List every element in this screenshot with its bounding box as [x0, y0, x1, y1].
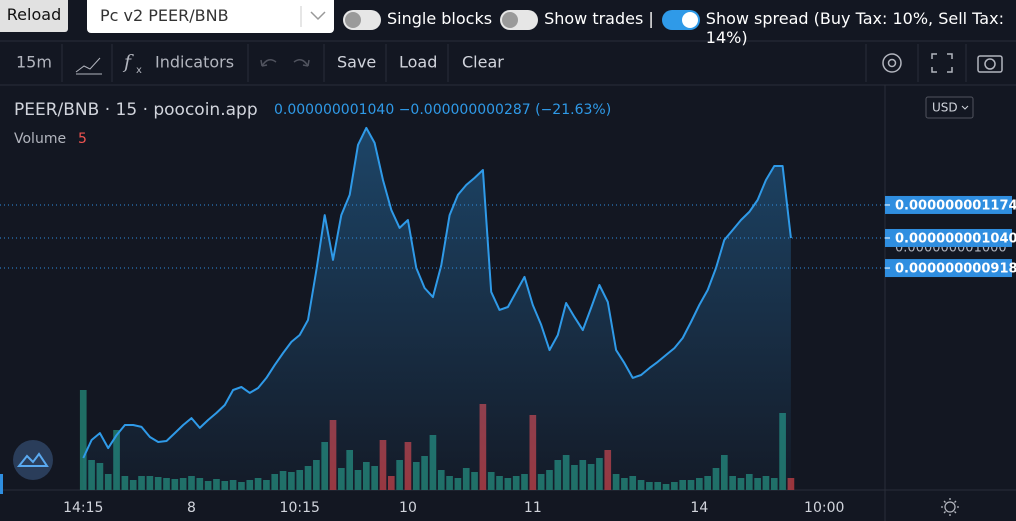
undo-redo[interactable]	[260, 59, 310, 67]
price-label: 0.000000000918	[895, 262, 1016, 277]
select-decoration	[300, 6, 326, 27]
x-tick-label: 10:15	[280, 500, 320, 516]
fx-icon[interactable]: x	[136, 65, 142, 76]
save-button[interactable]: Save	[337, 53, 376, 72]
x-tick-label: 14	[690, 500, 708, 516]
top-bar: Reload Pc v2 PEER/BNB Single blocks Show …	[0, 0, 1016, 47]
theme-icon[interactable]	[941, 498, 959, 516]
price-label: 0.000000001174	[895, 198, 1016, 213]
pair-select[interactable]: Pc v2 PEER/BNB	[87, 0, 334, 33]
toggle-label[interactable]: Single blocks	[387, 9, 493, 28]
currency-box[interactable]	[925, 96, 974, 119]
price-label-box	[885, 195, 1012, 214]
toggle-label[interactable]: Show trades |	[544, 9, 654, 28]
volume-bar	[79, 390, 87, 490]
price-label-box	[885, 228, 1012, 247]
logo-icon	[16, 452, 49, 467]
x-tick-label: 10	[399, 500, 417, 516]
pair-select-text: Pc v2 PEER/BNB	[100, 6, 229, 25]
clear-button[interactable]: Clear	[462, 53, 504, 72]
plot: 0.0000000010000.0000000011740.0000000010…	[0, 126, 1016, 516]
settings-icon[interactable]	[882, 53, 902, 73]
reload-button[interactable]: Reload	[0, 0, 68, 32]
price-label: 0.000000001040	[895, 231, 1016, 246]
indicators-button[interactable]: Indicators	[155, 53, 234, 72]
x-tick-label: 10:00	[804, 500, 844, 516]
screenshot-icon[interactable]	[977, 55, 1003, 73]
toggle-knob	[681, 12, 698, 28]
fullscreen-icon[interactable]	[931, 53, 953, 73]
interval-button[interactable]: 15m	[16, 53, 52, 72]
currency-chevron[interactable]	[961, 105, 969, 110]
chart-type-icon[interactable]	[75, 57, 102, 75]
x-tick-label: 14:15	[63, 500, 103, 516]
fx-icon[interactable]: f	[122, 51, 134, 73]
toggle-switch[interactable]	[661, 10, 700, 30]
toggle-label[interactable]: Show spread (Buy Tax: 10%, Sell Tax: 14%…	[705, 9, 1004, 47]
volume-value: 5	[78, 131, 87, 147]
volume-label: Volume	[14, 131, 66, 147]
toggle-knob	[502, 12, 519, 28]
toggle-switch[interactable]	[343, 10, 381, 30]
x-tick-label: 11	[524, 500, 542, 516]
toolbar-separators	[61, 44, 967, 82]
legend-values: 0.000000001040 −0.000000000287 (−21.63%)	[274, 102, 611, 118]
logo-button[interactable]	[13, 440, 53, 480]
price-area	[83, 127, 791, 491]
x-tick-label: 8	[187, 500, 196, 516]
toggle-switch[interactable]	[500, 10, 539, 30]
chart-toolbar	[0, 40, 1016, 85]
side-indicator	[0, 474, 3, 494]
price-line	[82, 126, 792, 459]
legend-title: PEER/BNB · 15 · poocoin.app	[14, 100, 258, 120]
price-label-box	[885, 259, 1012, 278]
currency[interactable]: USD	[932, 101, 958, 115]
volume-bar	[787, 478, 795, 490]
load-button[interactable]: Load	[399, 53, 437, 72]
toggle-knob	[345, 12, 361, 28]
